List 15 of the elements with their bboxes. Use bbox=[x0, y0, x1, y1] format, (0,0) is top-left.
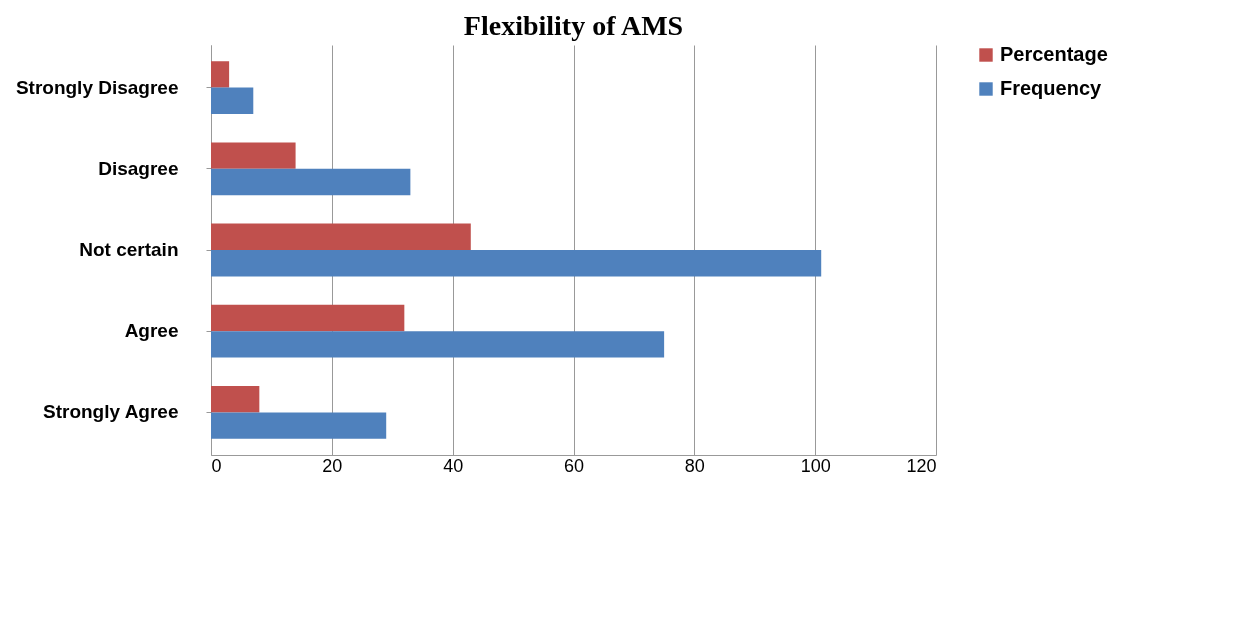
y-tick-label: Not certain bbox=[79, 239, 179, 260]
x-tick-label: 60 bbox=[563, 455, 585, 476]
x-tick-label: 20 bbox=[322, 455, 343, 476]
y-tick-label: Strongly Agree bbox=[43, 401, 179, 423]
y-tick-label: Disagree bbox=[98, 157, 179, 179]
x-tick-label: 120 bbox=[906, 455, 937, 476]
x-tick-label: 80 bbox=[684, 455, 705, 476]
x-tick-label: 100 bbox=[800, 455, 831, 476]
legend-label: Frequency bbox=[1000, 77, 1103, 99]
x-tick-label: 0 bbox=[211, 455, 222, 476]
y-tick-label: Strongly Disagree bbox=[15, 76, 179, 98]
chart-title: Flexibility of AMS bbox=[463, 10, 684, 41]
legend-label: Percentage bbox=[1000, 43, 1108, 65]
x-tick-label: 40 bbox=[443, 455, 464, 476]
y-tick-label: Agree bbox=[124, 320, 179, 342]
